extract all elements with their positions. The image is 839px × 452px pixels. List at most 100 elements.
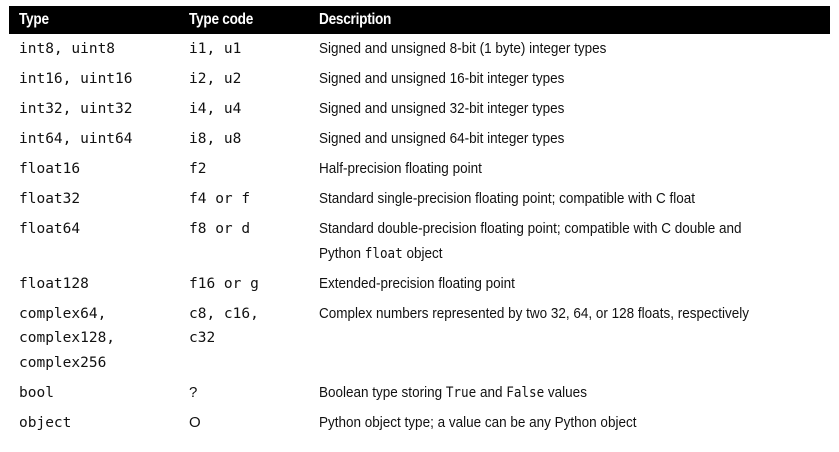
type-code: i2, u2	[189, 71, 242, 87]
type-cell: float64	[9, 214, 179, 269]
description-line: Signed and unsigned 32-bit integer types	[319, 97, 830, 122]
description-text: Signed and unsigned 16-bit integer types	[319, 70, 565, 87]
description-text: Python object type; a value can be any P…	[319, 413, 637, 431]
type-name: complex128,	[19, 330, 116, 346]
table-row: object O Python object type; a value can b…	[9, 408, 830, 438]
type-cell: bool	[9, 378, 179, 408]
type-cell: int16, uint16	[9, 64, 179, 94]
description-cell: Signed and unsigned 16-bit integer types	[309, 64, 830, 94]
description-cell: Signed and unsigned 32-bit integer types	[309, 94, 830, 124]
description-text: Python	[319, 244, 365, 262]
header-description-label: Description	[319, 11, 392, 28]
inline-code: False	[506, 384, 545, 401]
type-cell: int64, uint64	[9, 124, 179, 154]
type-name: int16, uint16	[19, 71, 133, 87]
header-type: Type	[9, 6, 179, 34]
dtype-table-container: Type Type code Description int8, uint8 i1…	[9, 6, 830, 438]
type-code: f8 or d	[189, 221, 251, 237]
type-name: float64	[19, 221, 81, 237]
description-text: Extended-precision floating point	[319, 274, 515, 292]
type-name: bool	[19, 384, 54, 401]
type-code-cell: f8 or d	[179, 214, 309, 269]
type-code: c32	[189, 330, 216, 346]
header-type-label: Type	[19, 11, 49, 28]
type-code-cell: f16 or g	[179, 269, 309, 299]
type-code-cell: i4, u4	[179, 94, 309, 124]
type-code-cell: f2	[179, 154, 309, 184]
type-name: int8, uint8	[19, 41, 116, 57]
description-text: Half-precision floating point	[319, 160, 482, 177]
type-name: complex256	[19, 354, 107, 371]
description-cell: Extended-precision floating point	[309, 269, 830, 299]
type-name: object	[19, 414, 72, 431]
type-name: float32	[19, 191, 81, 207]
type-code-cell: i1, u1	[179, 34, 309, 64]
header-type-code-label: Type code	[189, 11, 254, 28]
type-code-cell: c8, c16, c32	[179, 299, 309, 378]
type-code-cell: i8, u8	[179, 124, 309, 154]
description-cell: Complex numbers represented by two 32, 6…	[309, 299, 830, 378]
type-name: int32, uint32	[19, 101, 133, 117]
table-row: int8, uint8 i1, u1 Signed and unsigned 8-b…	[9, 34, 830, 64]
type-code: i4, u4	[189, 101, 242, 117]
header-row: Type Type code Description	[9, 6, 830, 34]
type-code: c8, c16,	[189, 305, 259, 322]
type-code: O	[189, 413, 201, 431]
description-text: Signed and unsigned 64-bit integer types	[319, 130, 565, 147]
type-name: complex64,	[19, 305, 107, 322]
type-code: i8, u8	[189, 131, 242, 147]
type-name: float128	[19, 275, 89, 292]
type-cell: float128	[9, 269, 179, 299]
type-code: i1, u1	[189, 41, 242, 57]
table-row: float64 f8 or d Standard double-precision …	[9, 214, 830, 269]
type-code-cell: O	[179, 408, 309, 438]
table-row: int32, uint32 i4, u4 Signed and unsigned 3…	[9, 94, 830, 124]
type-cell: object	[9, 408, 179, 438]
inline-code: True	[445, 384, 477, 401]
type-name: float16	[19, 161, 81, 177]
type-code-cell: i2, u2	[179, 64, 309, 94]
description-cell: Boolean type storing True and False valu…	[309, 378, 830, 408]
description-cell: Standard single-precision floating point…	[309, 184, 830, 214]
description-text: object	[402, 244, 443, 262]
description-text: values	[544, 383, 587, 401]
table-row: float32 f4 or f Standard single-precision …	[9, 184, 830, 214]
type-code: f4 or f	[189, 191, 251, 207]
description-line: Signed and unsigned 8-bit (1 byte) integ…	[319, 37, 830, 62]
numpy-dtype-table: Type Type code Description int8, uint8 i1…	[9, 6, 830, 438]
description-cell: Signed and unsigned 8-bit (1 byte) integ…	[309, 34, 830, 64]
type-cell: float32	[9, 184, 179, 214]
description-line: Python object type; a value can be any P…	[319, 411, 830, 436]
description-text: Complex numbers represented by two 32, 6…	[319, 304, 749, 322]
header-description: Description	[309, 6, 830, 34]
type-name: int64, uint64	[19, 131, 133, 147]
type-code: f16 or g	[189, 275, 259, 292]
description-cell: Signed and unsigned 64-bit integer types	[309, 124, 830, 154]
description-line: Python float object	[319, 242, 830, 267]
description-line: Complex numbers represented by two 32, 6…	[319, 302, 830, 327]
description-line: Signed and unsigned 64-bit integer types	[319, 127, 830, 152]
description-text: Signed and unsigned 32-bit integer types	[319, 100, 565, 117]
type-code-cell: ?	[179, 378, 309, 408]
type-cell: int8, uint8	[9, 34, 179, 64]
description-line: Standard single-precision floating point…	[319, 187, 830, 212]
description-text: Standard single-precision floating point…	[319, 190, 695, 207]
type-cell: int32, uint32	[9, 94, 179, 124]
type-code: f2	[189, 161, 207, 177]
table-header: Type Type code Description	[9, 6, 830, 34]
table-body: int8, uint8 i1, u1 Signed and unsigned 8-b…	[9, 34, 830, 438]
type-cell: complex64, complex128, complex256	[9, 299, 179, 378]
description-line: Standard double-precision floating point…	[319, 217, 830, 242]
type-code-cell: f4 or f	[179, 184, 309, 214]
table-row: float16 f2 Half-precision floating point	[9, 154, 830, 184]
description-text: and	[476, 383, 507, 401]
table-row: int64, uint64 i8, u8 Signed and unsigned 6…	[9, 124, 830, 154]
description-line: Extended-precision floating point	[319, 272, 830, 297]
type-cell: float16	[9, 154, 179, 184]
description-cell: Python object type; a value can be any P…	[309, 408, 830, 438]
header-type-code: Type code	[179, 6, 309, 34]
description-line: Half-precision floating point	[319, 157, 830, 182]
description-cell: Standard double-precision floating point…	[309, 214, 830, 269]
table-row: int16, uint16 i2, u2 Signed and unsigned 1…	[9, 64, 830, 94]
inline-code: float	[364, 245, 403, 262]
